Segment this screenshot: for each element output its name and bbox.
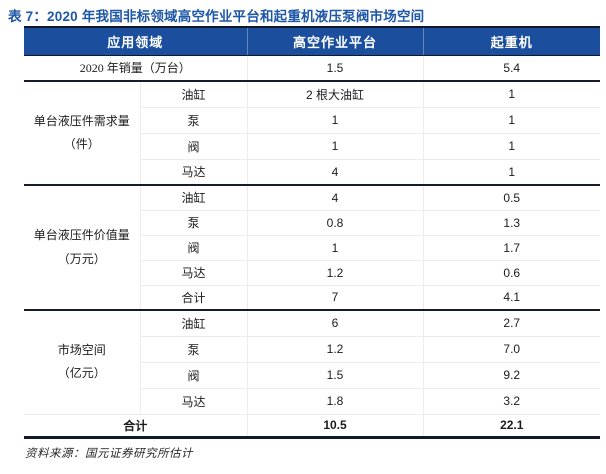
table-row: 单台液压件需求量 （件） 油缸 2 根大油缸 1: [24, 81, 601, 186]
crane-value: 1: [423, 107, 601, 134]
item-label: 阀: [140, 362, 248, 389]
table-row: 泵 1 1: [24, 107, 601, 134]
crane-value: 0.5: [423, 185, 601, 211]
item-label: 合计: [140, 285, 248, 311]
col-header-crane: 起重机: [422, 27, 601, 56]
item-label: 泵: [140, 107, 248, 134]
item-label: 泵: [140, 336, 248, 363]
item-label: 阀: [140, 235, 248, 261]
table-row: 合计 7 4.1: [24, 285, 601, 311]
total-crane-value: 22.1: [423, 414, 601, 439]
table-row: 泵 0.8 1.3: [24, 210, 601, 236]
item-label: 油缸: [140, 81, 248, 108]
table-header-row: 应用领域 高空作业平台 起重机: [24, 27, 601, 56]
crane-value: 9.2: [423, 362, 601, 389]
group-label-value: 单台液压件价值量 （万元）: [24, 185, 141, 311]
table-title: 表 7：2020 年我国非标领域高空作业平台和起重机液压泵阀市场空间: [8, 9, 425, 24]
platform-value: 1.2: [247, 260, 424, 286]
total-platform-value: 10.5: [247, 414, 424, 439]
crane-value: 1: [423, 133, 601, 160]
table-row: 马达 1.8 3.2: [24, 388, 601, 415]
platform-value: 4: [247, 159, 424, 186]
sales-crane-value: 5.4: [423, 55, 601, 82]
table-row: 阀 1.5 9.2: [24, 362, 601, 389]
platform-value: 1.8: [247, 388, 424, 415]
sales-platform-value: 1.5: [247, 55, 424, 82]
item-label: 阀: [140, 133, 248, 160]
col-header-platform: 高空作业平台: [246, 27, 424, 56]
source-note: 资料来源：国元证券研究所估计: [25, 448, 193, 460]
item-label: 油缸: [140, 185, 248, 211]
group-label-market: 市场空间 （亿元）: [24, 310, 141, 415]
group-label-demand: 单台液压件需求量 （件）: [24, 81, 141, 186]
platform-value: 7: [247, 285, 424, 311]
crane-value: 3.2: [423, 388, 601, 415]
crane-value: 7.0: [423, 336, 601, 363]
item-label: 马达: [140, 159, 248, 186]
table-row: 马达 4 1: [24, 159, 601, 186]
crane-value: 4.1: [423, 285, 601, 311]
crane-value: 0.6: [423, 260, 601, 286]
platform-value: 1: [247, 107, 424, 134]
market-space-table: 应用领域 高空作业平台 起重机 2020 年销量（万台） 1.5 5.4 单台液…: [24, 26, 601, 439]
table-row: 马达 1.2 0.6: [24, 260, 601, 286]
total-row: 合计 10.5 22.1: [24, 414, 601, 439]
platform-value: 1.2: [247, 336, 424, 363]
sales-row: 2020 年销量（万台） 1.5 5.4: [24, 55, 601, 82]
platform-value: 6: [247, 310, 424, 337]
table-row: 阀 1 1.7: [24, 235, 601, 261]
table-row: 市场空间 （亿元） 油缸 6 2.7: [24, 310, 601, 415]
item-label: 泵: [140, 210, 248, 236]
table-row: 单台液压件价值量 （万元） 油缸 4 0.5: [24, 185, 601, 311]
col-header-application: 应用领域: [24, 27, 248, 56]
platform-value: 1: [247, 133, 424, 160]
crane-value: 1: [423, 81, 601, 108]
item-label: 马达: [140, 388, 248, 415]
platform-value: 2 根大油缸: [247, 81, 424, 108]
platform-value: 4: [247, 185, 424, 211]
total-label: 合计: [24, 414, 248, 439]
crane-value: 2.7: [423, 310, 601, 337]
crane-value: 1.7: [423, 235, 601, 261]
platform-value: 1: [247, 235, 424, 261]
crane-value: 1: [423, 159, 601, 186]
table-row: 泵 1.2 7.0: [24, 336, 601, 363]
item-label: 马达: [140, 260, 248, 286]
platform-value: 1.5: [247, 362, 424, 389]
platform-value: 0.8: [247, 210, 424, 236]
sales-label: 2020 年销量（万台）: [24, 55, 248, 82]
item-label: 油缸: [140, 310, 248, 337]
table-row: 阀 1 1: [24, 133, 601, 160]
crane-value: 1.3: [423, 210, 601, 236]
